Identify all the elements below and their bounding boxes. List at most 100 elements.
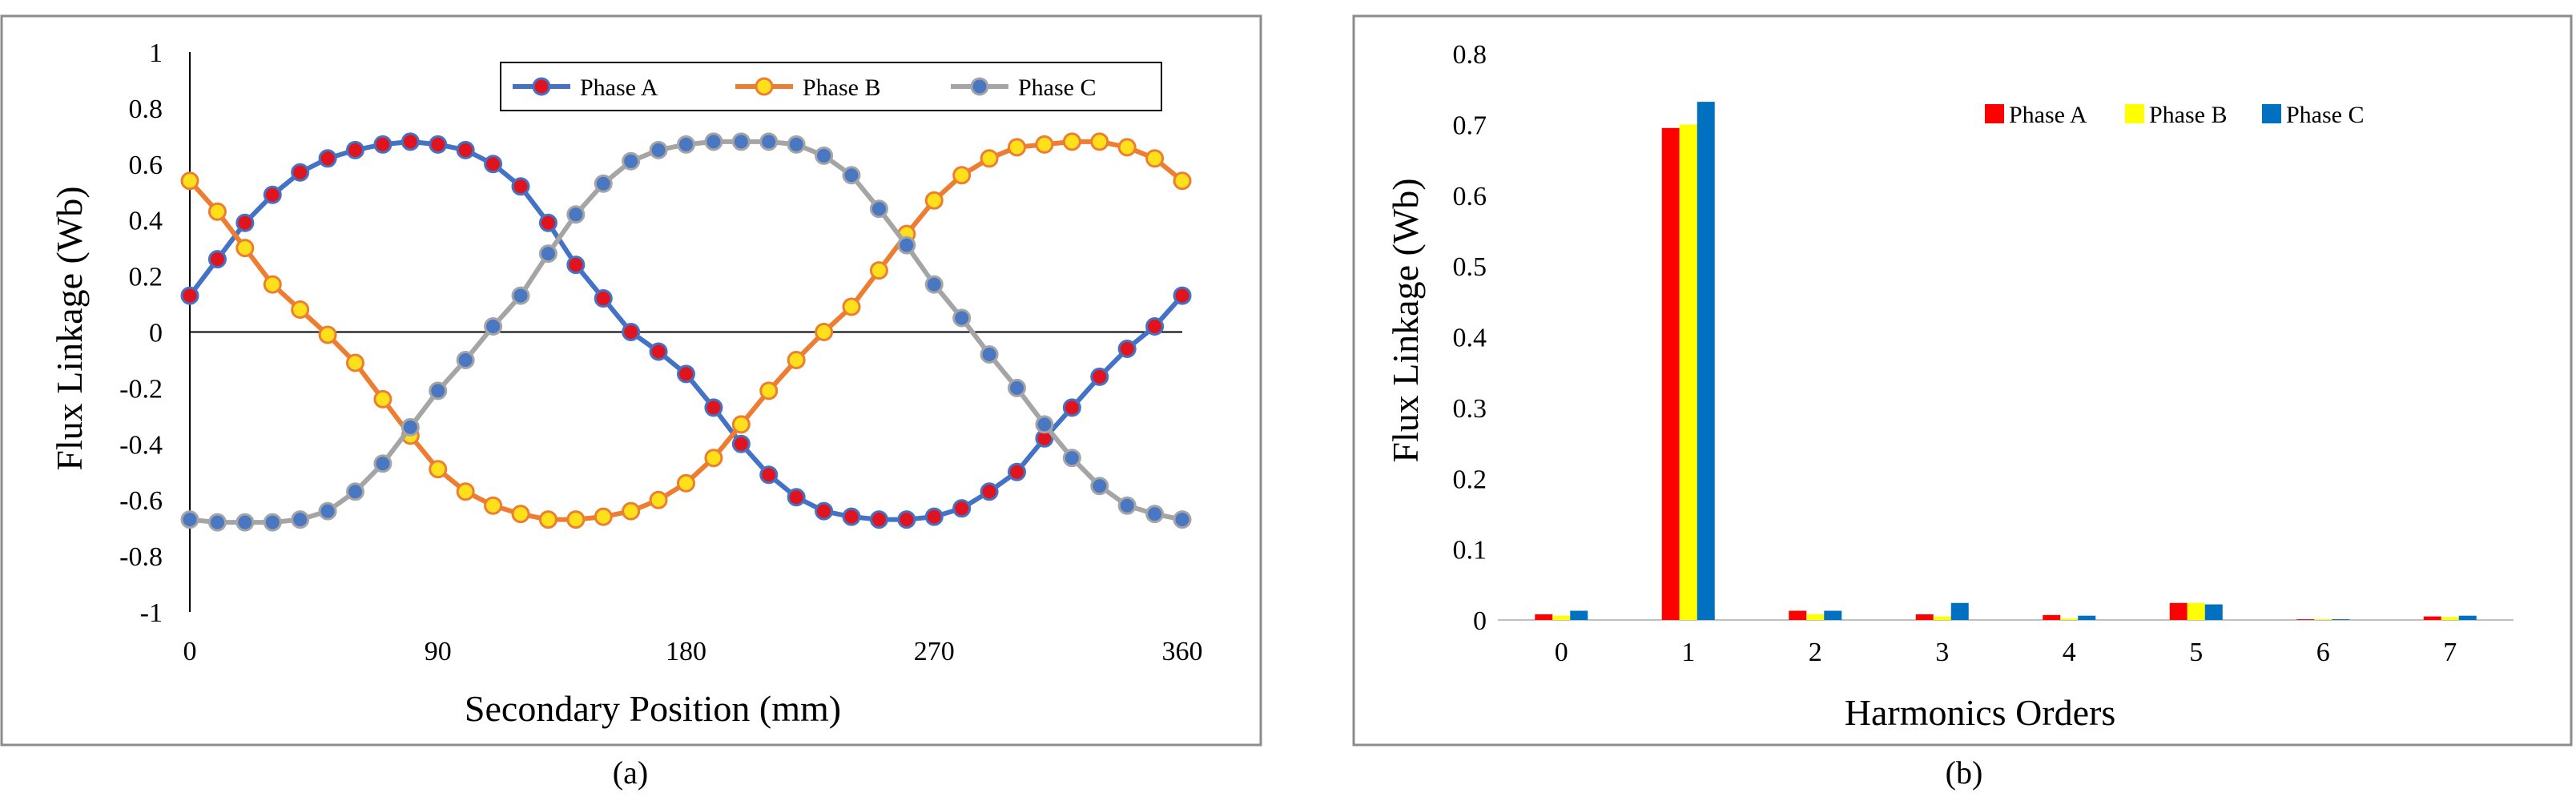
chart-b-legend-swatch — [2262, 104, 2281, 123]
chart-a-data-point — [484, 155, 503, 174]
chart-b-legend-swatch — [2125, 104, 2144, 123]
chart-a-x-tick-label: 180 — [666, 637, 706, 666]
chart-b-legend-label: Phase A — [2009, 102, 2087, 128]
chart-a-data-point — [318, 149, 337, 168]
chart-b-bar — [1661, 127, 1680, 620]
chart-b-y-tick-label: 0.1 — [1453, 536, 1487, 565]
chart-a-data-point — [291, 510, 310, 529]
chart-a-data-point — [815, 501, 834, 521]
chart-b-bar — [2204, 604, 2223, 620]
chart-b-x-ticks: 0 1 2 3 4 5 6 7 — [1555, 638, 2457, 667]
chart-a-data-point — [924, 275, 944, 294]
chart-a-y-tick-label: -0.2 — [119, 374, 163, 404]
chart-a-data-point — [346, 140, 364, 159]
chart-a-data-point — [373, 454, 392, 473]
chart-a-data-point — [842, 166, 861, 185]
chart-a-legend-label: Phase A — [580, 74, 658, 101]
chart-a-x-tick-label: 360 — [1162, 637, 1203, 666]
chart-b-bar — [1552, 615, 1571, 620]
chart-b-y-ticks: 0.8 0.7 0.6 0.5 0.4 0.3 0.2 0.1 0 — [1453, 40, 1487, 636]
chart-a-data-point — [235, 513, 255, 532]
chart-a-data-point — [291, 163, 310, 182]
chart-a-series-2 — [180, 132, 1192, 529]
chart-a-series-1 — [180, 132, 1192, 529]
chart-b-x-tick-label: 7 — [2443, 638, 2457, 667]
chart-b-bar — [1535, 614, 1553, 620]
chart-a-data-point — [400, 417, 420, 437]
chart-a-data-point — [207, 513, 227, 532]
chart-a-data-point — [1090, 367, 1109, 386]
chart-a-data-point — [787, 350, 806, 369]
chart-a-y-tick-label: 0.4 — [129, 207, 163, 236]
chart-a-data-point — [1008, 378, 1026, 397]
chart-a-data-point — [456, 350, 475, 369]
chart-b-y-label: Flux Linkage (Wb) — [1385, 178, 1426, 462]
chart-a-data-point — [1035, 135, 1054, 154]
chart-a-y-tick-label: 0 — [149, 319, 163, 348]
chart-b-bar — [1697, 102, 1715, 621]
chart-a-data-point — [1145, 149, 1165, 168]
chart-a-data-point — [869, 261, 888, 280]
chart-a-data-point — [318, 501, 337, 521]
chart-a-data-point — [373, 389, 392, 409]
chart-a-data-point — [815, 146, 834, 165]
chart-b-bar — [1824, 610, 1842, 620]
chart-a-data-point — [180, 171, 199, 191]
chart-b-bar — [2458, 615, 2477, 620]
chart-a-data-point — [429, 460, 448, 479]
chart-a-data-point — [484, 317, 503, 336]
chart-b-y-tick-label: 0 — [1473, 606, 1487, 636]
chart-a-data-point — [235, 213, 255, 232]
chart-a-data-point — [952, 308, 972, 328]
chart-a-data-point — [759, 132, 779, 151]
chart-a-data-point — [677, 364, 695, 384]
chart-a-data-point — [566, 205, 586, 224]
chart-a-data-point — [1062, 398, 1081, 417]
chart-a-data-point — [924, 507, 944, 526]
chart-a-data-point — [1062, 449, 1081, 468]
chart-b-y-tick-label: 0.8 — [1453, 40, 1487, 70]
chart-a-data-point — [263, 185, 282, 204]
chart-b-series-1 — [1535, 127, 2441, 620]
chart-a-data-point — [456, 482, 475, 501]
chart-b-bar — [2169, 602, 2188, 620]
chart-a-legend-box — [500, 62, 1162, 111]
chart-a-data-point — [538, 244, 557, 264]
chart-b-bar — [2060, 618, 2079, 620]
chart-a-y-tick-label: -0.6 — [119, 486, 163, 516]
chart-b-x-tick-label: 0 — [1555, 638, 1568, 667]
chart-b-y-tick-label: 0.2 — [1453, 465, 1487, 494]
chart-a-data-point — [1008, 462, 1026, 481]
chart-a-legend-swatch-marker — [532, 77, 551, 96]
chart-a-y-tick-label: -0.4 — [119, 430, 163, 460]
chart-a-data-point — [897, 235, 916, 255]
chart-a-data-point — [980, 344, 999, 364]
chart-a-legend-swatch-marker — [970, 77, 989, 96]
chart-b-bar — [1933, 616, 1951, 620]
chart-b-bar — [2296, 619, 2315, 620]
chart-a-x-tick-label: 0 — [183, 637, 197, 666]
chart-a-data-point — [897, 510, 916, 529]
chart-b-x-tick-label: 6 — [2316, 638, 2330, 667]
chart-a-data-point — [1090, 477, 1109, 496]
chart-a-y-label: Flux Linkage (Wb) — [49, 186, 90, 470]
chart-a-data-point — [235, 239, 255, 258]
chart-a-data-point — [207, 250, 227, 269]
chart-b-bar — [2423, 616, 2441, 620]
chart-a-data-point — [622, 501, 641, 521]
chart-b-bar — [2043, 614, 2061, 620]
chart-a-legend-label: Phase B — [803, 74, 881, 101]
chart-a-caption: (a) — [613, 755, 648, 791]
chart-a-data-point — [400, 132, 420, 151]
chart-a-data-point — [622, 323, 641, 341]
chart-a-data-point — [842, 507, 861, 526]
chart-b-bar — [1806, 614, 1825, 620]
chart-b-bar — [1789, 610, 1807, 620]
chart-b-x-tick-label: 1 — [1681, 638, 1695, 667]
chart-a-y-tick-label: -1 — [140, 598, 163, 628]
chart-a-data-point — [291, 300, 310, 320]
chart-a-y-ticks: 1 0.8 0.6 0.4 0.2 0 -0.2 -0.4 -0.6 -0.8 -1 — [119, 38, 163, 628]
chart-a-data-point — [594, 507, 613, 526]
chart-a-data-point — [1008, 138, 1026, 157]
chart-a-data-point — [704, 132, 723, 151]
